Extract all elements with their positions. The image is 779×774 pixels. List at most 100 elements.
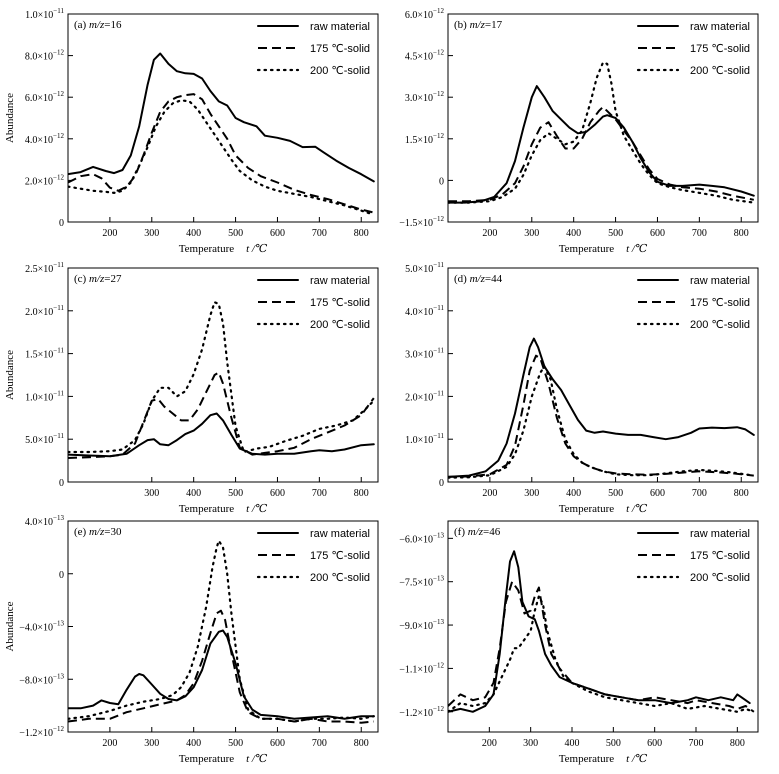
panel-title-part: =46	[483, 526, 501, 538]
y-tick-label-exponent: −12	[53, 90, 64, 98]
x-tick-label: 600	[270, 738, 285, 749]
legend-label: raw material	[310, 275, 370, 287]
panel-title-part: =30	[104, 526, 122, 538]
y-tick-label-base: 2.0×10	[25, 307, 53, 318]
y-axis-label: Abundance	[4, 350, 16, 400]
x-tick-label: 200	[102, 228, 117, 239]
y-tick-label-base: −8.0×10	[19, 675, 53, 686]
y-tick-label: 1.0×10−11	[25, 389, 64, 403]
y-tick-label-exponent: −12	[433, 7, 444, 15]
y-tick-label: 4.0×10−13	[25, 514, 65, 528]
series-line-dash	[68, 371, 375, 459]
y-tick-label: 4.0×10−11	[405, 304, 444, 318]
panel-title: (b) m/z=17	[454, 19, 503, 31]
y-tick-label: −7.5×10−13	[399, 575, 444, 589]
y-tick-label: 0	[439, 478, 444, 489]
x-tick-label: 400	[566, 228, 581, 239]
y-tick-label-exponent: −13	[433, 575, 444, 583]
legend-label: 175 ℃-solid	[690, 43, 750, 55]
x-tick-label: 300	[523, 738, 538, 749]
series-line-solid	[68, 52, 375, 183]
x-axis-label-text: Temperature	[179, 753, 235, 765]
y-axis-label: Abundance	[4, 93, 16, 143]
x-tick-label: 800	[734, 228, 749, 239]
y-tick-label: 2.0×10−11	[25, 304, 64, 318]
y-tick-label-base: 1.5×10	[405, 135, 433, 146]
panel-title-part: (f)	[454, 526, 468, 538]
y-tick-label: 8.0×10−12	[25, 49, 65, 63]
x-tick-label: 600	[270, 488, 285, 499]
y-tick-label-base: −6.0×10	[399, 534, 433, 545]
panel-title-part: (c)	[74, 273, 89, 285]
y-tick-label-exponent: −11	[53, 304, 64, 312]
y-tick-label: 1.0×10−11	[405, 432, 444, 446]
y-tick-label-base: 4.0×10	[25, 135, 53, 146]
y-tick-label-base: 1.5×10	[25, 350, 53, 361]
legend-label: 175 ℃-solid	[690, 297, 750, 309]
y-tick-label-exponent: −13	[53, 514, 64, 522]
y-tick-label-exponent: −11	[53, 347, 64, 355]
series-line-solid	[448, 337, 755, 478]
y-tick-label-exponent: −11	[433, 432, 444, 440]
y-tick-label-exponent: −12	[433, 661, 444, 669]
legend-label: 200 ℃-solid	[690, 319, 750, 331]
x-tick-label: 700	[312, 488, 327, 499]
legend-label: 200 ℃-solid	[310, 319, 370, 331]
y-tick-label-base: 4.5×10	[405, 52, 433, 63]
y-tick-label: 0	[59, 218, 64, 229]
x-tick-label: 300	[524, 488, 539, 499]
x-tick-label: 600	[650, 488, 665, 499]
y-tick-label-base: 0	[59, 478, 64, 489]
x-axis-unit: t /℃	[246, 243, 268, 255]
series-line-dash	[448, 580, 755, 713]
panel-4: 200 300 400 500 600 700 80001.0×10−112.0×10−11…	[405, 261, 759, 515]
y-tick-label: 3.0×10−11	[405, 347, 444, 361]
y-tick-label-base: 8.0×10	[25, 52, 53, 63]
y-tick-label-base: 2.0×10	[25, 176, 53, 187]
y-tick-label: −6.0×10−13	[399, 531, 444, 545]
series-line-dot	[68, 301, 375, 454]
x-tick-label: 300	[524, 228, 539, 239]
y-tick-label: 2.0×10−12	[25, 173, 65, 187]
y-tick-label-base: 4.0×10	[25, 517, 53, 528]
y-tick-label: 0	[59, 478, 64, 489]
legend-label: 175 ℃-solid	[690, 550, 750, 562]
x-tick-label: 700	[312, 228, 327, 239]
series-line-dash	[448, 105, 754, 203]
panel-title-part: =44	[485, 273, 503, 285]
x-tick-label: 400	[186, 228, 201, 239]
y-tick-label-exponent: −12	[53, 173, 64, 181]
x-tick-label: 500	[608, 228, 623, 239]
x-axis-label: Temperature t /℃	[559, 753, 648, 765]
x-tick-label: 700	[312, 738, 327, 749]
series-line-solid	[68, 629, 375, 720]
y-tick-label-base: −7.5×10	[399, 578, 433, 589]
y-tick-label-exponent: −12	[433, 215, 444, 223]
y-tick-label-base: 0	[439, 176, 444, 187]
y-tick-label-exponent: −13	[433, 531, 444, 539]
y-tick-label-base: 0	[59, 218, 64, 229]
y-tick-label-base: −9.0×10	[399, 621, 433, 632]
series-line-dot	[68, 99, 375, 216]
x-tick-label: 800	[354, 488, 369, 499]
panel-title-part: =27	[104, 273, 122, 285]
y-axis-label: Abundance	[4, 601, 16, 651]
x-axis-unit: t /℃	[246, 753, 268, 765]
y-tick-label-base: 6.0×10	[405, 10, 433, 21]
y-tick-label-base: 1.0×10	[405, 435, 433, 446]
panel-title-part: (d)	[454, 273, 470, 285]
legend-label: 175 ℃-solid	[310, 297, 370, 309]
y-tick-label: 1.0×10−11	[25, 7, 64, 21]
x-axis-unit: t /℃	[246, 503, 268, 515]
y-tick-label-exponent: −11	[433, 261, 444, 269]
y-tick-label: 6.0×10−12	[405, 7, 445, 21]
y-tick-label-exponent: −11	[53, 432, 64, 440]
legend-label: 200 ℃-solid	[690, 572, 750, 584]
panel-title-part: m/z	[468, 526, 484, 538]
y-tick-label: 2.5×10−11	[25, 261, 64, 275]
x-axis-label: Temperature t /℃	[179, 503, 268, 515]
y-tick-label-base: −1.2×10	[19, 728, 53, 739]
y-tick-label-exponent: −13	[53, 672, 64, 680]
